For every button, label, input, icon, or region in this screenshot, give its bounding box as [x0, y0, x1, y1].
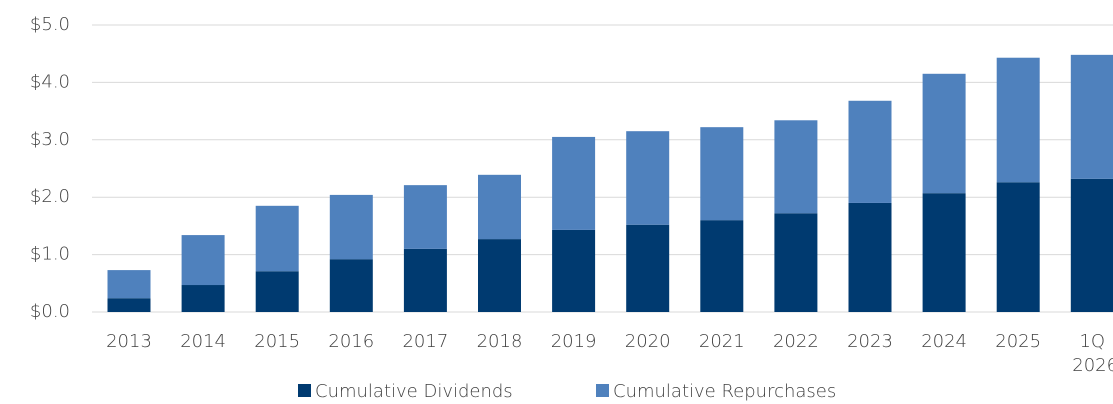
- y-tick-label: $5.0: [30, 14, 70, 35]
- legend-swatch: [596, 384, 609, 397]
- x-tick-label: 1Q 2026: [1067, 331, 1113, 376]
- bar-segment: [329, 259, 373, 312]
- x-tick-label: 2024: [921, 331, 967, 352]
- legend-label: Cumulative Repurchases: [613, 381, 836, 402]
- y-tick-label: $2.0: [30, 186, 70, 207]
- bar-segment: [181, 235, 225, 286]
- y-tick-label: $1.0: [30, 244, 70, 265]
- y-tick-label: $3.0: [30, 129, 70, 150]
- x-tick-label: 2022: [773, 331, 819, 352]
- bar-segment: [255, 271, 299, 312]
- bar-segment: [774, 120, 818, 214]
- bar-segment: [478, 174, 521, 240]
- bar-segment: [774, 213, 818, 312]
- x-tick-label: 2015: [254, 331, 300, 352]
- bar-segment: [255, 205, 299, 272]
- x-tick-label: 2014: [180, 331, 226, 352]
- x-tick-label: 2020: [625, 331, 671, 352]
- bar-segment: [107, 270, 151, 299]
- bar-segment: [1070, 178, 1113, 312]
- bar-segment: [552, 136, 596, 230]
- bar-segment: [700, 220, 744, 312]
- bar-segment: [552, 229, 596, 312]
- bar-segment: [848, 100, 892, 203]
- legend-swatch: [298, 384, 311, 397]
- bar-segment: [403, 185, 447, 249]
- x-tick-label: 2023: [847, 331, 893, 352]
- x-tick-label: 2018: [477, 331, 523, 352]
- bar-segment: [922, 193, 966, 312]
- x-tick-label: 2025: [995, 331, 1041, 352]
- bar-segment: [107, 298, 151, 312]
- legend-label: Cumulative Dividends: [315, 381, 513, 402]
- bar-segment: [922, 73, 966, 194]
- bar-segment: [996, 182, 1040, 312]
- bar-segment: [848, 202, 892, 312]
- bar-segment: [700, 127, 744, 221]
- bar-segment: [1070, 54, 1113, 179]
- x-tick-label: 2017: [402, 331, 448, 352]
- x-tick-label: 2019: [551, 331, 597, 352]
- bar-segment: [626, 131, 670, 225]
- bar-segment: [181, 285, 225, 312]
- y-tick-label: $4.0: [30, 71, 70, 92]
- y-tick-label: $0.0: [30, 301, 70, 322]
- bar-segment: [478, 239, 521, 312]
- x-tick-label: 2013: [106, 331, 152, 352]
- bar-segment: [403, 248, 447, 312]
- x-tick-label: 2016: [328, 331, 374, 352]
- bar-segment: [626, 224, 670, 312]
- bar-segment: [996, 57, 1040, 183]
- x-tick-label: 2021: [699, 331, 745, 352]
- bar-segment: [329, 194, 373, 260]
